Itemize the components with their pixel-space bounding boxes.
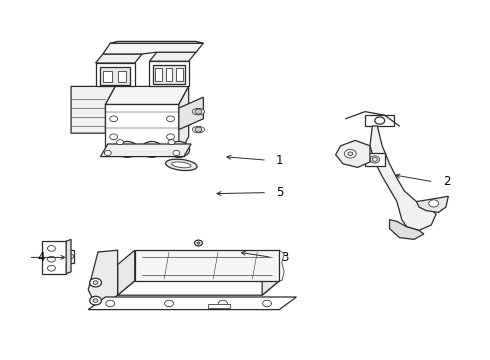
Ellipse shape [172,162,191,168]
Bar [103,71,112,82]
Circle shape [117,141,138,157]
Circle shape [263,300,271,307]
Polygon shape [88,250,118,310]
Text: 1: 1 [276,154,284,167]
Circle shape [110,134,118,140]
Polygon shape [96,63,135,86]
Polygon shape [370,126,436,230]
Circle shape [344,149,356,158]
Polygon shape [42,241,74,274]
Circle shape [48,246,55,251]
Circle shape [147,146,157,153]
Circle shape [195,109,202,114]
Circle shape [348,152,353,156]
Polygon shape [103,43,203,54]
Bar [118,71,126,82]
Circle shape [106,300,115,307]
Bar [176,68,183,81]
Text: 4: 4 [37,251,45,264]
Circle shape [93,281,98,284]
Circle shape [375,117,385,124]
Circle shape [370,156,380,163]
Polygon shape [105,104,179,155]
Polygon shape [149,61,189,86]
Polygon shape [365,115,394,126]
Polygon shape [66,239,71,274]
Bar [100,67,130,85]
Circle shape [48,265,55,271]
Text: 2: 2 [442,175,450,188]
Circle shape [141,141,163,157]
Circle shape [90,278,101,287]
Polygon shape [390,220,424,239]
Circle shape [117,140,123,145]
Bar [208,304,230,308]
Polygon shape [365,153,385,166]
Polygon shape [416,196,448,212]
Polygon shape [71,86,115,133]
Ellipse shape [192,108,205,115]
Circle shape [122,146,132,153]
Polygon shape [262,250,279,295]
Polygon shape [96,54,142,63]
Circle shape [48,256,55,262]
Circle shape [173,150,180,156]
Circle shape [195,127,202,132]
Circle shape [429,200,439,207]
Text: 3: 3 [281,251,289,264]
Circle shape [197,242,200,244]
Circle shape [168,141,190,157]
Circle shape [219,300,227,307]
Polygon shape [100,144,191,157]
Polygon shape [118,281,279,295]
Circle shape [110,116,118,122]
Circle shape [93,299,98,302]
Circle shape [165,300,173,307]
Bar [166,68,172,81]
Polygon shape [118,250,135,295]
Polygon shape [149,52,196,61]
Polygon shape [336,140,370,167]
Polygon shape [179,86,189,155]
Circle shape [168,140,175,145]
Bar [153,65,185,84]
Polygon shape [105,86,189,104]
Circle shape [167,134,174,140]
Bar [155,68,162,81]
Circle shape [195,240,202,246]
Polygon shape [110,41,203,43]
Polygon shape [88,297,296,310]
Text: 5: 5 [276,186,284,199]
Ellipse shape [166,159,197,171]
Polygon shape [135,250,279,281]
Circle shape [90,296,101,305]
Circle shape [372,158,377,161]
Circle shape [67,254,74,259]
Ellipse shape [192,126,205,133]
Circle shape [174,146,184,153]
Polygon shape [179,97,203,130]
Circle shape [167,116,174,122]
Circle shape [104,150,111,156]
